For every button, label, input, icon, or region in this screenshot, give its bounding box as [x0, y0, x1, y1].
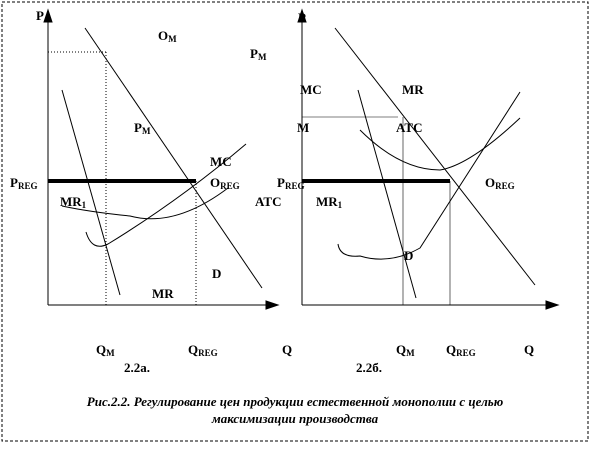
- label: PREG: [10, 175, 37, 191]
- label-base: P: [10, 175, 18, 190]
- arrow: [43, 8, 53, 23]
- label: OREG: [210, 175, 240, 191]
- frame: [1, 1, 589, 442]
- label: QM: [96, 342, 115, 358]
- label-sub: REG: [495, 181, 515, 191]
- atc-curve: [359, 117, 521, 171]
- arrow: [297, 8, 307, 23]
- label-sub: M: [258, 52, 267, 62]
- label: PREG: [277, 175, 304, 191]
- atc-curve: [61, 187, 229, 220]
- arrow: [265, 300, 280, 310]
- label: M: [297, 120, 309, 135]
- label-sub: REG: [285, 181, 305, 191]
- label: D: [212, 266, 221, 281]
- mr-line: [61, 89, 121, 296]
- demand-line: [84, 27, 263, 289]
- arrow: [545, 300, 560, 310]
- label: OREG: [485, 175, 515, 191]
- label-base: P: [277, 175, 285, 190]
- demand-line: [334, 27, 536, 286]
- label-base: O: [485, 175, 495, 190]
- label: PM: [134, 120, 151, 136]
- label: MR: [402, 82, 424, 97]
- left-graph: [43, 8, 280, 310]
- label-base: O: [158, 28, 168, 43]
- figure-caption: Рис.2.2. Регулирование цен продукции ест…: [87, 394, 504, 409]
- label: QREG: [188, 342, 218, 358]
- label: PM: [250, 46, 267, 62]
- label: P: [36, 8, 44, 23]
- label-base: Q: [396, 342, 406, 357]
- label-base: P: [250, 46, 258, 61]
- label-sub: REG: [220, 181, 240, 191]
- label: MC: [300, 82, 322, 97]
- mc-curve: [337, 91, 521, 260]
- label: D: [404, 248, 413, 263]
- label-sub: REG: [198, 348, 218, 358]
- label: ATC: [396, 120, 422, 135]
- label-sub: M: [142, 126, 151, 136]
- label: 2.2а.: [124, 360, 150, 375]
- right-graph: [297, 8, 560, 310]
- label: Q: [524, 342, 534, 357]
- label: QM: [396, 342, 415, 358]
- label-base: Q: [446, 342, 456, 357]
- label: QREG: [446, 342, 476, 358]
- label-sub: M: [168, 34, 177, 44]
- label-base: Q: [96, 342, 106, 357]
- label-sub: M: [406, 348, 415, 358]
- label-base: P: [134, 120, 142, 135]
- label: MR1: [60, 194, 87, 210]
- label-base: Q: [188, 342, 198, 357]
- label: Q: [282, 342, 292, 357]
- label-sub: REG: [456, 348, 476, 358]
- label: MC: [210, 154, 232, 169]
- label: OM: [158, 28, 177, 44]
- label-sub: 1: [338, 200, 343, 210]
- mr-line: [357, 89, 417, 299]
- label-sub: REG: [18, 181, 38, 191]
- label: MR1: [316, 194, 343, 210]
- label: 2.2б.: [356, 360, 382, 375]
- label: MR: [152, 286, 174, 301]
- label-sub: 1: [82, 200, 87, 210]
- figure-caption: максимизации производства: [211, 411, 379, 426]
- label-sub: M: [106, 348, 115, 358]
- label: ATC: [255, 194, 281, 209]
- label-base: MR: [316, 194, 338, 209]
- label-base: MR: [60, 194, 82, 209]
- label-base: O: [210, 175, 220, 190]
- mc-curve: [85, 143, 247, 247]
- label: P: [298, 10, 306, 25]
